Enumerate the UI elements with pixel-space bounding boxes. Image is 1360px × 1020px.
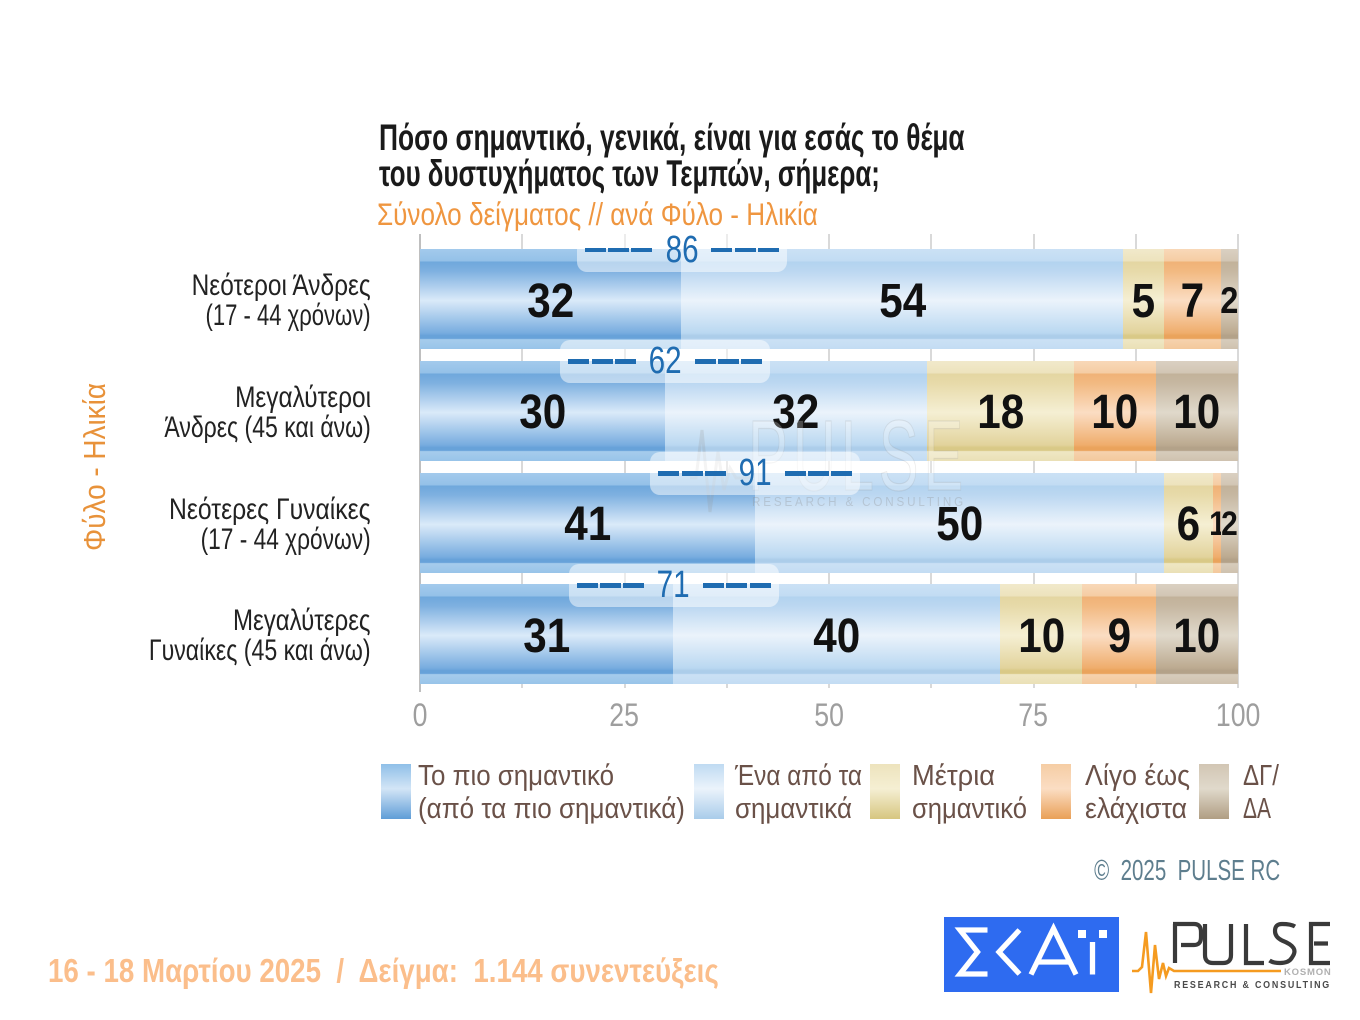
svg-text:RESEARCH & CONSULTING: RESEARCH & CONSULTING bbox=[752, 494, 966, 509]
svg-text:KOSMON: KOSMON bbox=[1284, 967, 1332, 978]
svg-text:RESEARCH & CONSULTING: RESEARCH & CONSULTING bbox=[1174, 979, 1331, 991]
